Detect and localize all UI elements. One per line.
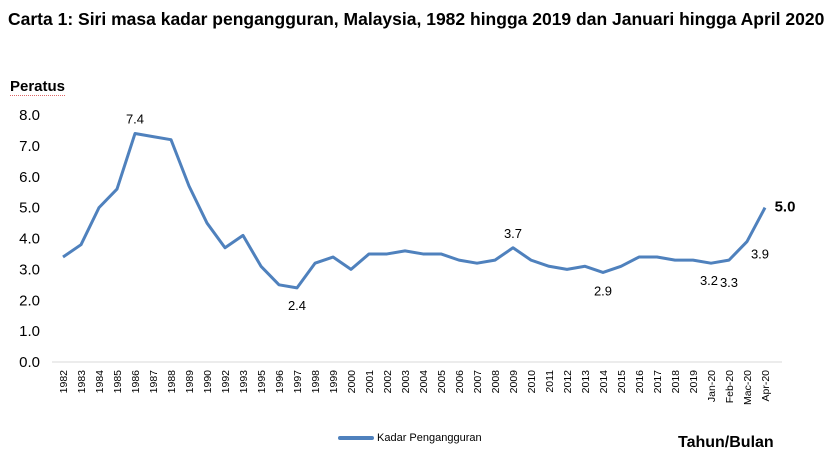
x-tick-label: 2008 — [490, 370, 502, 394]
x-tick-label: 2009 — [508, 370, 520, 394]
x-tick-label: 1983 — [76, 370, 88, 394]
x-tick-label: 2001 — [364, 370, 376, 394]
y-tick-label: 5.0 — [19, 200, 40, 217]
x-axis-title: Tahun/Bulan — [678, 434, 774, 451]
data-label: 7.4 — [126, 112, 144, 127]
legend[interactable]: Kadar Pengangguran — [338, 432, 482, 444]
x-tick-label: 1985 — [112, 370, 124, 394]
x-tick-label: 2016 — [634, 370, 646, 394]
x-tick-label: 1984 — [94, 370, 106, 394]
data-label: 3.9 — [751, 247, 769, 262]
y-tick-label: 4.0 — [19, 231, 40, 248]
data-label: 3.2 — [700, 273, 718, 288]
y-tick-label: 2.0 — [19, 292, 40, 309]
data-label: 2.4 — [288, 298, 306, 313]
series-line-kadar-pengangguran — [62, 132, 767, 290]
x-tick-label: 2019 — [688, 370, 700, 394]
x-tick-label: Feb-20 — [724, 370, 736, 403]
data-label: 5.0 — [775, 199, 796, 216]
legend-label: Kadar Pengangguran — [377, 432, 482, 444]
x-tick-label: 1989 — [184, 370, 196, 394]
x-tick-label: 1999 — [328, 370, 340, 394]
y-tick-label: 1.0 — [19, 323, 40, 340]
x-tick-label: Apr-20 — [760, 370, 772, 402]
x-tick-label: 1987 — [148, 370, 160, 394]
data-label: 3.7 — [504, 226, 522, 241]
x-tick-label: 2018 — [670, 370, 682, 394]
x-tick-label: 1990 — [202, 370, 214, 394]
x-tick-label: Mac-20 — [742, 370, 754, 405]
x-tick-label: 1998 — [310, 370, 322, 394]
x-tick-label: 2003 — [400, 370, 412, 394]
x-tick-label: 2014 — [598, 370, 610, 394]
chart-title: Carta 1: Siri masa kadar pengangguran, M… — [8, 9, 825, 29]
x-tick-label: 2000 — [346, 370, 358, 394]
data-label: 2.9 — [594, 283, 612, 298]
x-tick-label: 2012 — [562, 370, 574, 394]
data-label: 3.3 — [720, 275, 738, 290]
x-tick-label: 2007 — [472, 370, 484, 394]
y-tick-label: 0.0 — [19, 354, 40, 371]
x-tick-label: 2011 — [544, 370, 556, 393]
y-tick-label: 7.0 — [19, 138, 40, 155]
x-tick-label: 1992 — [220, 370, 232, 394]
x-tick-label: 1993 — [238, 370, 250, 394]
legend-line-swatch — [338, 436, 374, 440]
x-tick-label: 2017 — [652, 370, 664, 394]
x-tick-label: 1996 — [274, 370, 286, 394]
x-tick-label: 2015 — [616, 370, 628, 394]
x-tick-label: 1995 — [256, 370, 268, 394]
y-tick-label: 3.0 — [19, 261, 40, 278]
y-tick-label: 6.0 — [19, 169, 40, 186]
y-tick-label: 8.0 — [19, 107, 40, 124]
x-tick-label: 1982 — [58, 370, 70, 394]
x-tick-label: 1997 — [292, 370, 304, 394]
x-tick-label: Jan-20 — [706, 370, 718, 402]
x-tick-label: 1986 — [130, 370, 142, 394]
x-tick-label: 2002 — [382, 370, 394, 394]
x-tick-label: 2004 — [418, 370, 430, 394]
x-tick-label: 2013 — [580, 370, 592, 394]
x-tick-label: 2010 — [526, 370, 538, 394]
x-tick-label: 1988 — [166, 370, 178, 394]
x-tick-label: 2005 — [436, 370, 448, 394]
x-tick-label: 2006 — [454, 370, 466, 394]
y-axis-label: Peratus — [10, 78, 66, 96]
